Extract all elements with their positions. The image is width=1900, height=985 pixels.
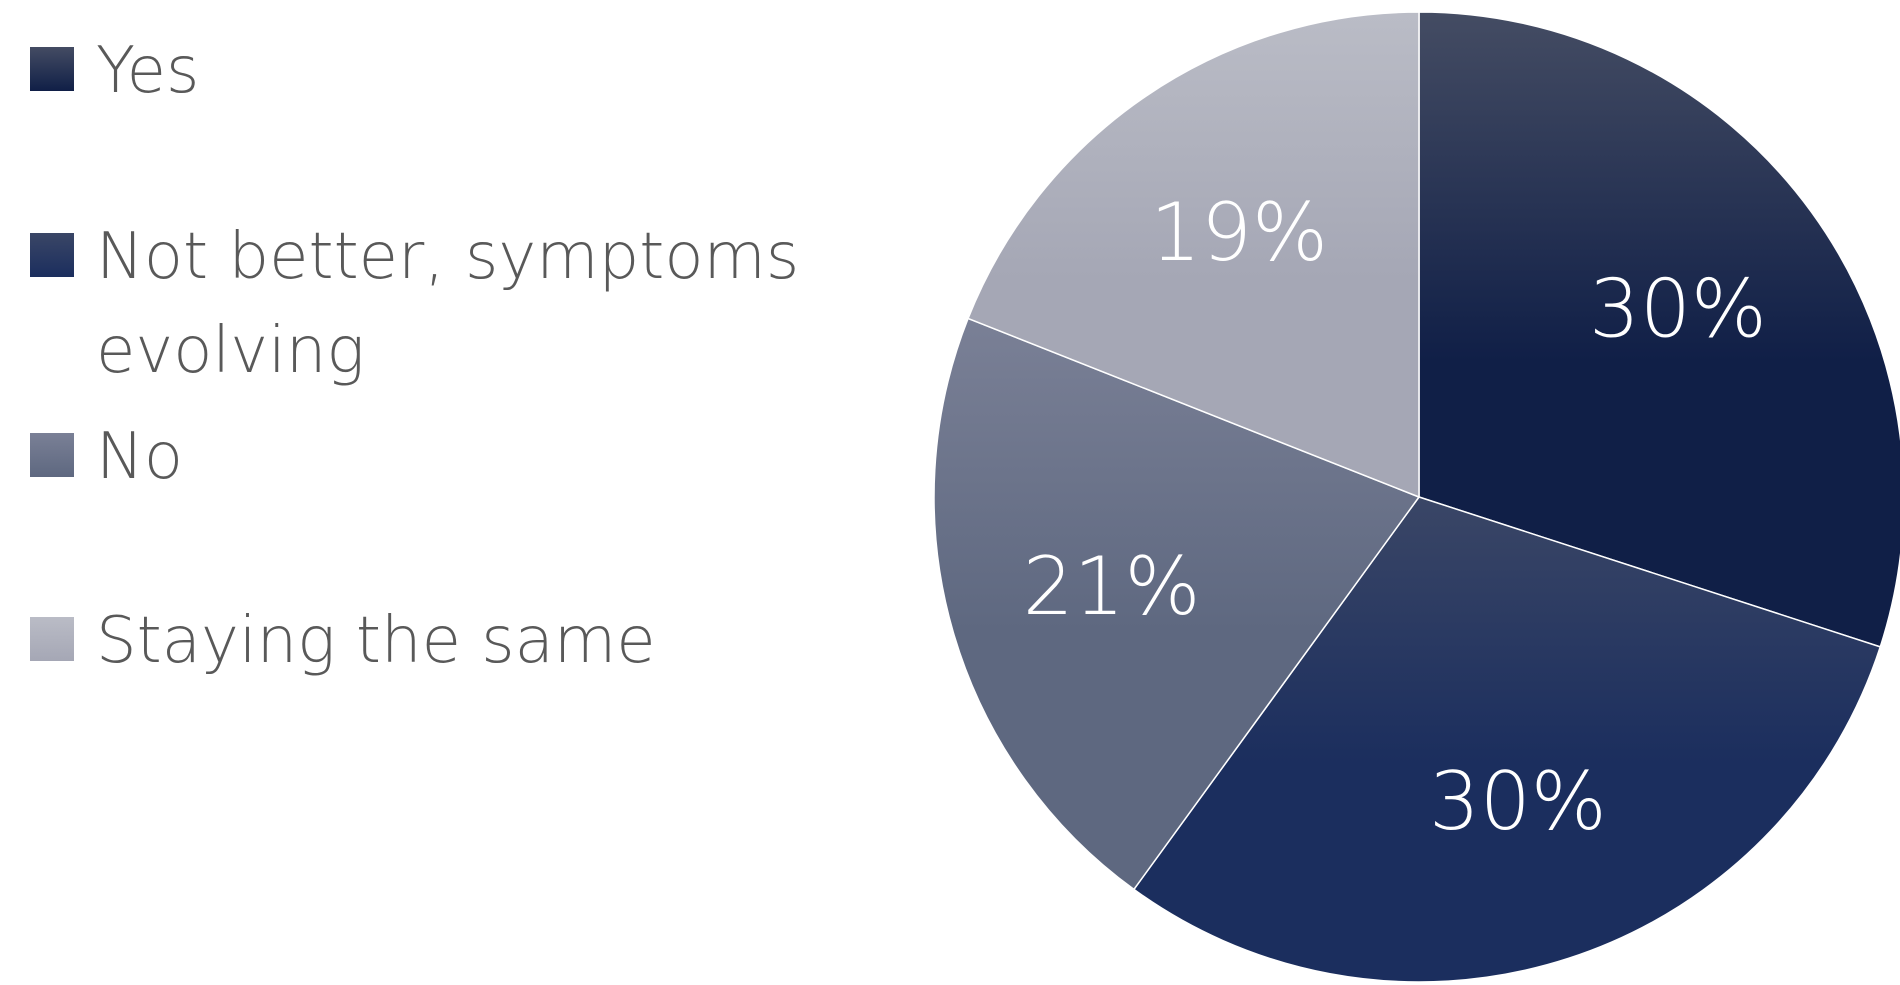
- data-label-no: 21%: [1023, 540, 1201, 633]
- pie-slice-yes: [1418, 11, 1900, 648]
- legend-label-not-better: Not better, symptoms evolving: [96, 220, 800, 388]
- legend-item-yes: Yes: [30, 24, 816, 118]
- legend-label-no: No: [96, 420, 184, 494]
- legend-item-no: No: [30, 410, 816, 504]
- legend-swatch-staying-same: [30, 617, 74, 661]
- legend-label-staying-same: Staying the same: [96, 604, 656, 678]
- data-label-not-better: 30%: [1429, 755, 1607, 848]
- legend-item-staying-same: Staying the same: [30, 594, 816, 688]
- pie-slice-not-better: [1132, 496, 1882, 983]
- pie-data-labels: 30% 30% 21% 19%: [1023, 186, 1767, 848]
- pie-slice-staying-same: [967, 11, 1420, 499]
- pie-slice-no: [933, 317, 1421, 891]
- legend-swatch-no: [30, 433, 74, 477]
- legend-swatch-yes: [30, 47, 74, 91]
- legend-item-not-better: Not better, symptoms evolving: [30, 210, 816, 398]
- pie-slices: [933, 11, 1900, 983]
- legend-swatch-not-better: [30, 233, 74, 277]
- legend-label-yes: Yes: [96, 34, 200, 108]
- data-label-staying-same: 19%: [1150, 186, 1328, 279]
- data-label-yes: 30%: [1589, 262, 1767, 355]
